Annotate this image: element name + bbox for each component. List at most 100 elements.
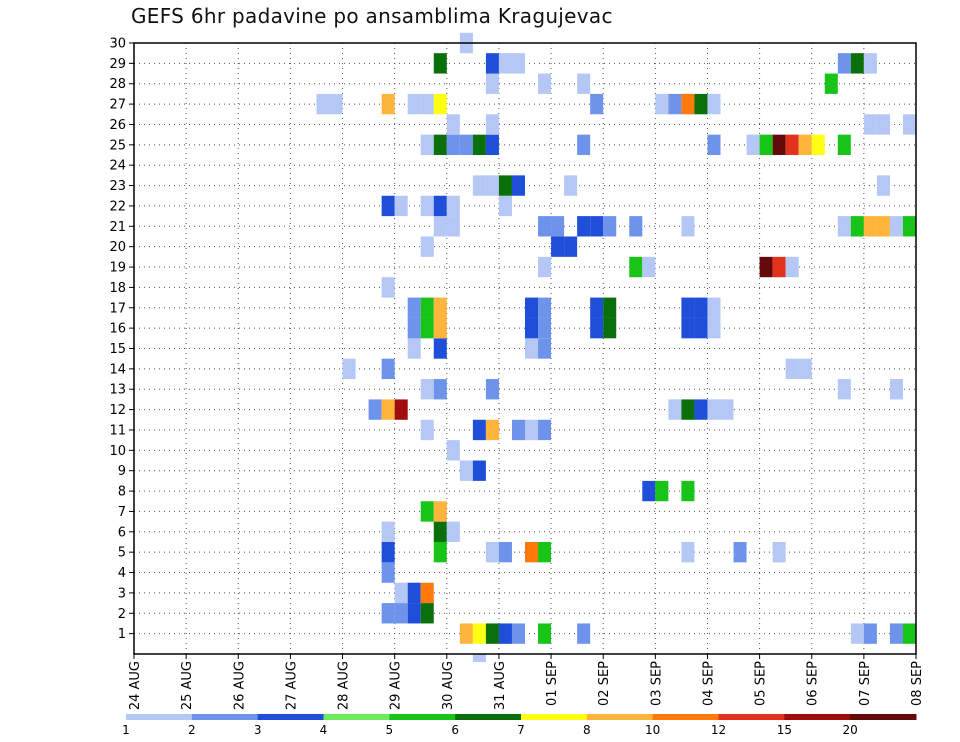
heatmap-cell bbox=[538, 73, 552, 94]
x-tick-label: 05 SEP bbox=[754, 661, 769, 706]
heatmap-cell bbox=[407, 297, 421, 318]
heatmap-cell bbox=[642, 480, 656, 502]
heatmap-cell bbox=[863, 623, 877, 644]
heatmap-cell bbox=[511, 53, 525, 74]
heatmap-cell bbox=[577, 73, 591, 94]
heatmap-cell bbox=[511, 175, 525, 196]
heatmap-cell bbox=[420, 134, 434, 156]
colorbar-label: 7 bbox=[517, 723, 525, 737]
heatmap-cell bbox=[668, 399, 682, 420]
y-tick-label: 3 bbox=[118, 586, 126, 601]
heatmap-cell bbox=[485, 541, 499, 563]
heatmap-cell bbox=[694, 399, 708, 420]
heatmap-cell bbox=[433, 134, 447, 156]
y-tick-label: 27 bbox=[109, 98, 126, 113]
heatmap-cell bbox=[498, 53, 512, 74]
x-tick-label: 08 SEP bbox=[910, 661, 925, 706]
heatmap-cell bbox=[433, 541, 447, 563]
heatmap-cell bbox=[772, 541, 786, 563]
heatmap-cell bbox=[772, 256, 786, 278]
heatmap-cell bbox=[485, 419, 499, 441]
heatmap-cell bbox=[472, 419, 486, 441]
heatmap-cell bbox=[407, 93, 421, 115]
colorbar-segment bbox=[257, 714, 324, 720]
heatmap-cell bbox=[577, 134, 591, 156]
heatmap-cell bbox=[590, 216, 604, 237]
heatmap-cell bbox=[511, 419, 525, 441]
y-tick-label: 13 bbox=[109, 383, 126, 398]
heatmap-cell bbox=[655, 480, 669, 502]
x-tick-label: 27 AUG bbox=[284, 661, 299, 710]
x-tick-label: 03 SEP bbox=[649, 661, 664, 706]
heatmap-cell bbox=[511, 623, 525, 644]
x-tick-label: 06 SEP bbox=[806, 661, 821, 706]
heatmap-cell bbox=[485, 379, 499, 400]
heatmap-cell bbox=[707, 93, 721, 115]
colorbar-label: 6 bbox=[451, 723, 459, 737]
y-axis-ticks: 1234567891011121314151617181920212223242… bbox=[109, 37, 134, 642]
colorbar-segment bbox=[389, 714, 456, 720]
heatmap-cell bbox=[381, 277, 395, 298]
y-tick-label: 6 bbox=[118, 525, 126, 540]
colorbar-label: 5 bbox=[386, 723, 394, 737]
heatmap-cell bbox=[472, 175, 486, 196]
heatmap-cell bbox=[394, 582, 408, 604]
heatmap-cell bbox=[707, 134, 721, 156]
colorbar-label: 1 bbox=[122, 723, 130, 737]
heatmap-cell bbox=[681, 317, 695, 339]
y-tick-label: 28 bbox=[109, 77, 126, 92]
heatmap-cell bbox=[577, 623, 591, 644]
heatmap-cell bbox=[785, 134, 799, 156]
y-tick-label: 4 bbox=[118, 566, 126, 581]
heatmap-cell bbox=[394, 399, 408, 420]
x-tick-label: 04 SEP bbox=[701, 661, 716, 706]
heatmap-cell bbox=[681, 216, 695, 237]
colorbar: 1 2 3 4 5 6 7 8 10 12 15 20 bbox=[122, 714, 917, 737]
x-tick-label: 25 AUG bbox=[180, 661, 195, 710]
heatmap-cell bbox=[394, 195, 408, 217]
heatmap-cell bbox=[538, 256, 552, 278]
heatmap-cell bbox=[420, 236, 434, 257]
heatmap-cell bbox=[863, 114, 877, 135]
y-tick-label: 9 bbox=[118, 464, 126, 479]
y-tick-label: 1 bbox=[118, 627, 126, 642]
heatmap-cell bbox=[525, 317, 539, 339]
heatmap-cell bbox=[420, 93, 434, 115]
heatmap-cell bbox=[681, 399, 695, 420]
y-tick-label: 20 bbox=[109, 240, 126, 255]
heatmap-cell bbox=[485, 134, 499, 156]
heatmap-cell bbox=[433, 501, 447, 522]
heatmap-cell bbox=[603, 297, 617, 318]
heatmap-cell bbox=[498, 541, 512, 563]
heatmap-cell bbox=[485, 53, 499, 74]
y-tick-label: 18 bbox=[109, 281, 126, 296]
heatmap-cell bbox=[381, 399, 395, 420]
heatmap-cell bbox=[538, 317, 552, 339]
heatmap-cell bbox=[368, 399, 382, 420]
heatmap-cell bbox=[538, 216, 552, 237]
colorbar-segment bbox=[784, 714, 851, 720]
heatmap-cell bbox=[590, 93, 604, 115]
heatmap-cell bbox=[485, 623, 499, 644]
heatmap-cell bbox=[407, 317, 421, 339]
heatmap-cell bbox=[681, 297, 695, 318]
y-tick-label: 21 bbox=[109, 220, 126, 235]
heatmap-cell bbox=[590, 317, 604, 339]
chart-title: GEFS 6hr padavine po ansamblima Kragujev… bbox=[131, 4, 613, 28]
heatmap-cell bbox=[433, 93, 447, 115]
y-tick-label: 26 bbox=[109, 118, 126, 133]
heatmap-cell bbox=[446, 521, 460, 542]
heatmap-cell bbox=[850, 216, 864, 237]
x-tick-label: 29 AUG bbox=[389, 661, 404, 710]
heatmap-cell bbox=[472, 460, 486, 481]
heatmap-cell bbox=[381, 358, 395, 380]
heatmap-cell bbox=[525, 297, 539, 318]
heatmap-cell bbox=[629, 256, 643, 278]
heatmap-cell bbox=[759, 256, 773, 278]
heatmap-cell bbox=[876, 216, 890, 237]
heatmap-cell bbox=[863, 216, 877, 237]
heatmap-cell bbox=[694, 93, 708, 115]
heatmap-cell bbox=[446, 440, 460, 461]
y-tick-label: 16 bbox=[109, 322, 126, 337]
